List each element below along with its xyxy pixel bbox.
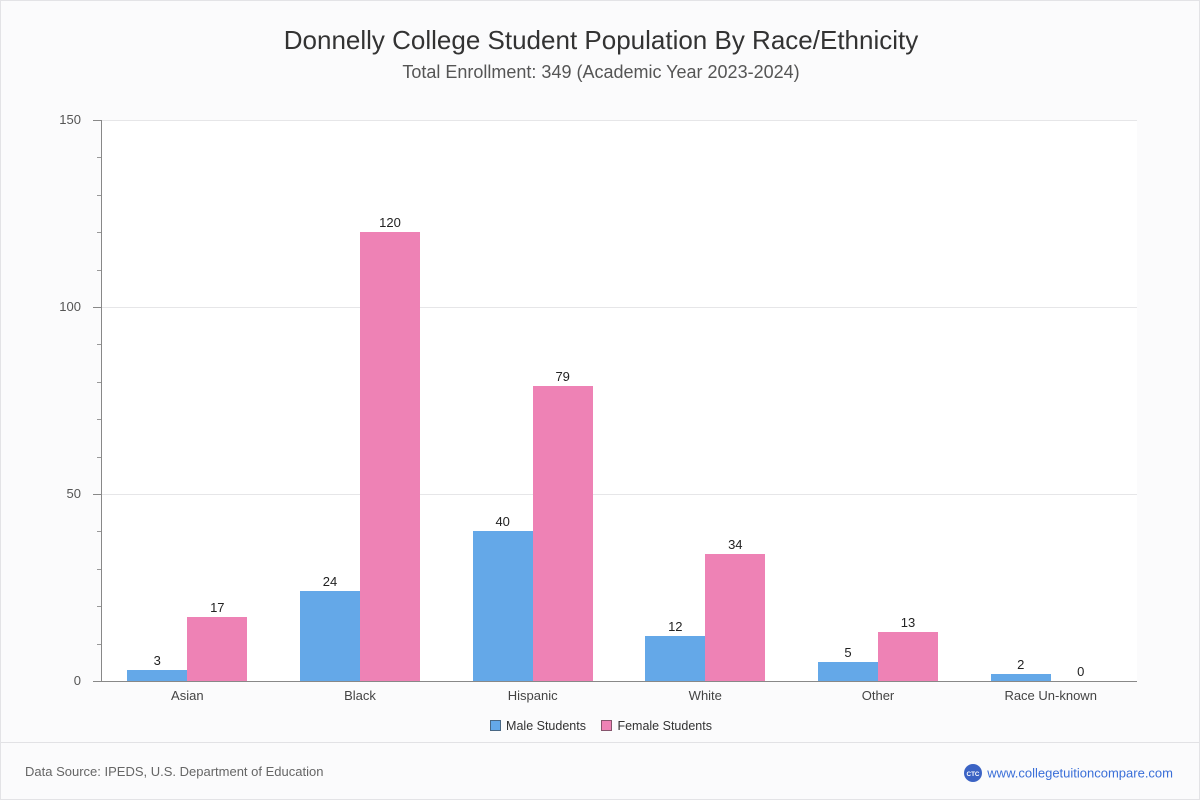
- svg-text:CTC: CTC: [967, 771, 980, 778]
